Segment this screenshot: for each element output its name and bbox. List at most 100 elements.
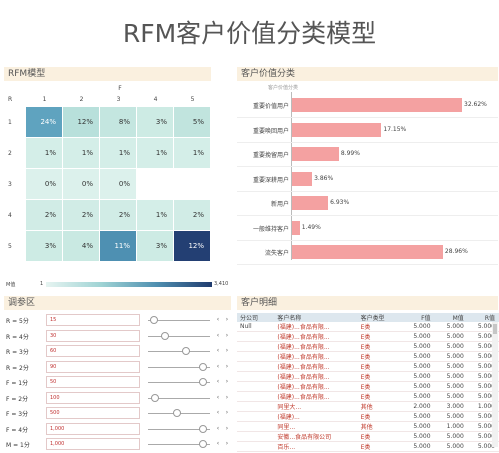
heatmap-cell[interactable]: 0% [63, 169, 99, 199]
chevron-right-icon[interactable]: › [225, 440, 229, 447]
param-slider-knob[interactable] [199, 440, 208, 448]
bar[interactable] [292, 220, 300, 235]
bar[interactable] [292, 98, 462, 112]
heatmap-cell[interactable]: 3% [26, 231, 62, 261]
chevron-left-icon[interactable]: ‹ [216, 347, 220, 354]
param-slider-knob[interactable] [199, 424, 208, 433]
heatmap-cell[interactable]: 2% [63, 200, 99, 230]
heatmap-cell[interactable]: 2% [100, 200, 136, 230]
table-row[interactable]: (福建)...食品有限... E类 5.000 5.000 5.000 [237, 331, 499, 342]
heatmap-cell[interactable]: 2% [174, 200, 210, 230]
table-row[interactable]: 同里... 其他 5.000 1.000 5.000 [237, 421, 499, 432]
bar[interactable] [292, 122, 382, 137]
table-row[interactable]: (福建)...食品有限... E类 5.000 5.000 5.000 [237, 341, 499, 352]
chevron-left-icon[interactable]: ‹ [216, 331, 220, 339]
param-input[interactable]: 500 [46, 407, 140, 419]
param-slider-knob[interactable] [181, 347, 190, 355]
heatmap-cell[interactable]: 12% [174, 231, 210, 261]
heatmap-cell[interactable]: 1% [137, 200, 173, 230]
heatmap-cell[interactable]: 4% [63, 231, 99, 261]
table-scroll-thumb[interactable] [493, 324, 497, 334]
param-input[interactable]: 90 [46, 360, 140, 373]
table-row[interactable]: 安徽...食品有限公司 E类 5.000 5.000 5.000 [237, 431, 499, 442]
heatmap-cell[interactable]: 0% [100, 169, 136, 199]
param-slider-knob[interactable] [199, 362, 208, 371]
chevron-right-icon[interactable]: › [225, 409, 229, 416]
param-slider-track[interactable] [148, 397, 210, 399]
table-row[interactable]: (福建)...食品有限... E类 5.000 5.000 5.000 [237, 361, 499, 372]
param-input[interactable]: 60 [46, 345, 140, 357]
table-cell: 5.000 [434, 371, 468, 382]
chevron-right-icon[interactable]: › [225, 424, 229, 432]
param-slider-knob[interactable] [173, 409, 181, 417]
param-slider-track[interactable] [148, 444, 210, 445]
table-cell: (福建)...食品有限... [274, 341, 358, 352]
table-row[interactable]: 同里大... 其他 2.000 3.000 1.000 [237, 401, 499, 412]
table-header-cell[interactable]: 客户类型 [357, 313, 402, 322]
param-label: R = 4分 [6, 333, 29, 341]
heatmap-cell[interactable]: 0% [26, 169, 62, 199]
chevron-left-icon[interactable]: ‹ [216, 362, 220, 370]
bar[interactable] [292, 196, 329, 210]
param-slider-track[interactable] [148, 366, 210, 368]
heatmap-cell[interactable]: 2% [26, 200, 62, 230]
heatmap-cell[interactable]: 1% [63, 138, 99, 168]
param-slider-track[interactable] [148, 382, 210, 383]
chevron-right-icon[interactable]: › [225, 362, 229, 370]
table-row[interactable]: (福建)...食品有限... E类 5.000 5.000 5.000 [237, 381, 499, 392]
chevron-right-icon[interactable]: › [225, 378, 229, 385]
param-input[interactable]: 1,000 [46, 438, 140, 450]
table-row[interactable]: (福建)... E类 5.000 5.000 5.000 [237, 411, 499, 422]
param-slider-knob[interactable] [161, 331, 170, 340]
chevron-left-icon[interactable]: ‹ [216, 409, 220, 416]
heatmap-cell[interactable]: 5% [174, 107, 210, 137]
param-input[interactable]: 50 [46, 376, 140, 388]
param-slider-track[interactable] [148, 428, 210, 430]
bar[interactable] [292, 245, 443, 259]
table-header-cell[interactable]: R值 [467, 313, 499, 322]
heatmap-cell[interactable]: 1% [26, 138, 62, 168]
table-header-cell[interactable]: 客户名称 [274, 313, 358, 322]
bar[interactable] [292, 147, 339, 161]
param-slider-knob[interactable] [150, 393, 159, 402]
param-slider-track[interactable] [148, 320, 210, 321]
param-input[interactable]: 15 [46, 314, 140, 326]
chevron-right-icon[interactable]: › [225, 347, 229, 354]
heatmap-cell[interactable]: 8% [100, 107, 136, 137]
chevron-right-icon[interactable]: › [225, 393, 229, 401]
chevron-left-icon[interactable]: ‹ [216, 440, 220, 447]
chevron-left-icon[interactable]: ‹ [216, 316, 220, 323]
table-row[interactable]: (福建)...食品有限... E类 5.000 5.000 5.000 [237, 351, 499, 362]
chevron-left-icon[interactable]: ‹ [216, 393, 220, 401]
param-slider-track[interactable] [148, 335, 210, 337]
heatmap-cell[interactable]: 11% [100, 231, 136, 261]
chevron-left-icon[interactable]: ‹ [216, 424, 220, 432]
heatmap-cell[interactable]: 3% [137, 231, 173, 261]
table-row[interactable]: (福建)...食品有限... E类 5.000 5.000 5.000 [237, 391, 499, 402]
bar[interactable] [292, 171, 313, 186]
param-input[interactable]: 100 [46, 391, 140, 404]
heatmap-cell[interactable]: 1% [137, 138, 173, 168]
table-row[interactable]: (福建)...食品有限... E类 5.000 5.000 5.000 [237, 371, 499, 382]
chevron-right-icon[interactable]: › [225, 316, 229, 323]
param-input[interactable]: 30 [46, 329, 140, 342]
table-row[interactable]: Null (福建)...食品有限... E类 5.000 5.000 5.000 [237, 322, 499, 332]
table-cell: E类 [357, 441, 402, 452]
table-row[interactable]: 百乐... E类 5.000 5.000 5.000 [237, 441, 499, 452]
table-cell: E类 [357, 361, 402, 372]
table-header-cell[interactable]: F值 [401, 313, 435, 322]
heatmap-cell[interactable]: 12% [63, 107, 99, 137]
param-slider-track[interactable] [148, 351, 210, 352]
param-input[interactable]: 1,000 [46, 422, 140, 435]
chevron-right-icon[interactable]: › [225, 331, 229, 339]
param-slider-knob[interactable] [199, 378, 208, 386]
heatmap-cell[interactable]: 1% [100, 138, 136, 168]
table-header-cell[interactable]: M值 [434, 313, 468, 322]
table-scrollbar[interactable] [492, 322, 498, 447]
table-header-cell[interactable]: 分公司 [237, 313, 275, 322]
heatmap-cell[interactable]: 3% [137, 107, 173, 137]
chevron-left-icon[interactable]: ‹ [216, 378, 220, 385]
heatmap-cell[interactable]: 24% [26, 107, 62, 137]
heatmap-cell[interactable]: 1% [174, 138, 210, 168]
param-slider-knob[interactable] [149, 316, 158, 324]
